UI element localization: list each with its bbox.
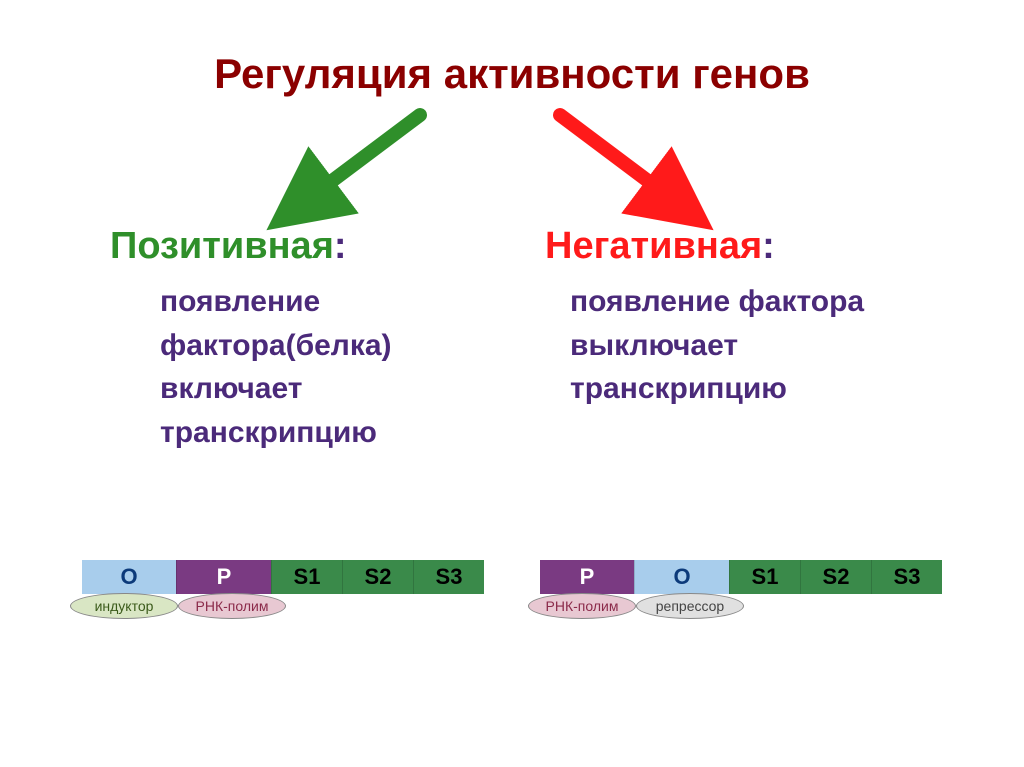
desc-line: транскрипцию [160,411,392,455]
heading-positive: Позитивная: [110,225,347,268]
protein-pill: РНК-полим [178,593,286,619]
desc-negative: появление факторавыключаеттранскрипцию [570,280,864,411]
protein-pill: индуктор [70,593,178,619]
heading-positive-text: Позитивная [110,225,334,267]
desc-line: выключает [570,324,864,368]
arrow-right [0,0,1024,767]
gene-segment: S2 [342,560,413,594]
heading-negative: Негативная: [545,225,775,268]
desc-positive: появлениефактора(белка)включаеттранскрип… [160,280,392,454]
gene-segment: O [82,560,176,594]
gene-segment: S3 [871,560,942,594]
desc-line: транскрипцию [570,367,864,411]
gene-bar-negative: POS1S2S3 [540,560,942,594]
heading-negative-text: Негативная [545,225,762,267]
gene-segment: S3 [413,560,484,594]
gene-segment: O [634,560,729,594]
title-text: Регуляция активности генов [214,50,810,97]
gene-bar-positive: OPS1S2S3 [82,560,484,594]
page-title: Регуляция активности генов [0,50,1024,98]
heading-negative-colon: : [762,225,775,267]
desc-line: появление [160,280,392,324]
arrow-left-line [300,115,420,205]
gene-segment: P [540,560,634,594]
arrow-left [0,0,1024,767]
arrow-right-line [560,115,680,205]
gene-segment: S2 [800,560,871,594]
protein-pill: РНК-полим [528,593,636,619]
heading-positive-colon: : [334,225,347,267]
gene-segment: P [176,560,271,594]
desc-line: фактора(белка) [160,324,392,368]
gene-segment: S1 [271,560,342,594]
gene-segment: S1 [729,560,800,594]
pill-row-positive: индукторРНК-полим [70,593,286,619]
desc-line: включает [160,367,392,411]
protein-pill: репрессор [636,593,744,619]
pill-row-negative: РНК-полимрепрессор [528,593,744,619]
desc-line: появление фактора [570,280,864,324]
